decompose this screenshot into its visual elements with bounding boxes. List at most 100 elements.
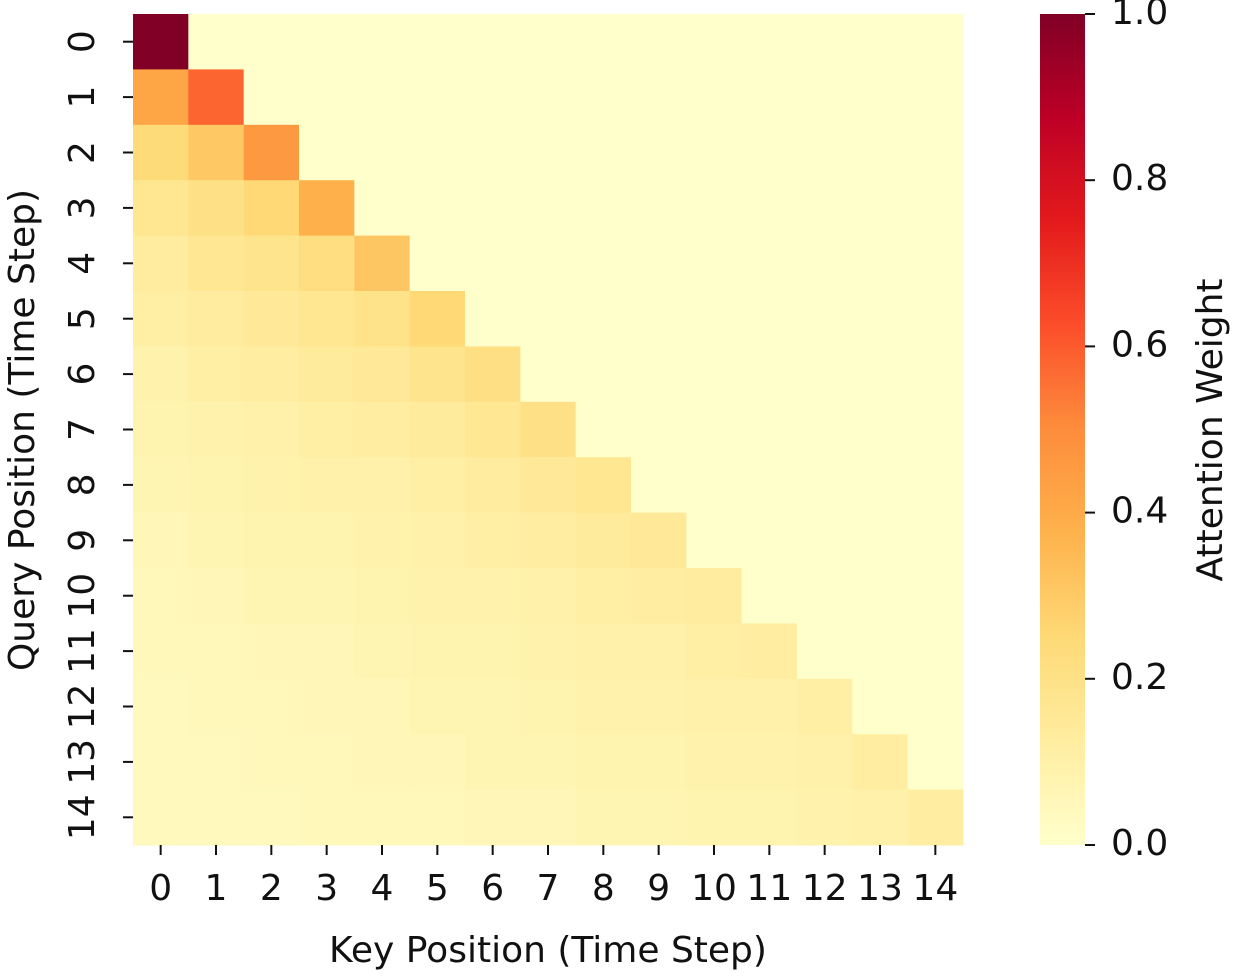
heatmap-cell — [133, 14, 189, 70]
heatmap-cell — [852, 69, 909, 126]
x-tick-label: 10 — [691, 868, 737, 909]
y-tick-label: 6 — [62, 363, 103, 386]
x-tick-label: 9 — [647, 868, 670, 909]
heatmap-cell — [907, 457, 964, 514]
heatmap-cell — [188, 69, 245, 126]
heatmap-cell — [188, 14, 245, 70]
heatmap-cell — [354, 623, 411, 680]
heatmap-cell — [354, 69, 411, 126]
heatmap-cell — [631, 69, 687, 126]
heatmap-cell — [852, 235, 909, 292]
y-tick-label: 1 — [62, 86, 103, 109]
heatmap-cell — [686, 346, 743, 403]
heatmap-cell — [133, 235, 189, 292]
heatmap-cell — [409, 678, 466, 735]
heatmap-cell — [243, 14, 300, 70]
heatmap-cell — [188, 623, 245, 680]
heatmap-cell — [631, 734, 687, 791]
heatmap-cell — [188, 678, 245, 735]
heatmap-cell — [354, 346, 411, 403]
heatmap-cell — [354, 180, 411, 237]
colorbar — [1040, 14, 1085, 845]
heatmap-cell — [133, 457, 189, 514]
heatmap-cell — [741, 512, 798, 569]
colorbar-label: Attention Weight — [1190, 278, 1231, 581]
heatmap-cell — [354, 401, 411, 458]
heatmap-cell — [299, 568, 355, 624]
heatmap-cell — [686, 789, 743, 846]
heatmap-cell — [243, 512, 300, 569]
heatmap-cell — [133, 291, 189, 347]
heatmap-cell — [354, 568, 411, 624]
heatmap-cell — [243, 346, 300, 403]
heatmap-cell — [465, 401, 521, 458]
y-tick-label: 14 — [62, 794, 103, 840]
colorbar-tick-label: 0.8 — [1111, 158, 1168, 199]
heatmap-cell — [852, 14, 909, 70]
heatmap-cell — [133, 346, 189, 403]
heatmap-cell — [409, 69, 466, 126]
heatmap-cell — [520, 512, 577, 569]
heatmap-cell — [741, 346, 798, 403]
heatmap-cell — [907, 291, 964, 347]
heatmap-cell — [907, 678, 964, 735]
colorbar-tick-label: 0.0 — [1111, 823, 1168, 864]
heatmap-cell — [907, 734, 964, 791]
heatmap-cell — [741, 401, 798, 458]
x-tick-label: 2 — [260, 868, 283, 909]
heatmap-cell — [797, 568, 853, 624]
heatmap-cell — [133, 124, 189, 181]
heatmap-cell — [852, 512, 909, 569]
heatmap-cell — [520, 346, 577, 403]
heatmap-cell — [188, 291, 245, 347]
heatmap-cell — [409, 14, 466, 70]
y-tick-label: 11 — [62, 628, 103, 674]
heatmap-cell — [686, 401, 743, 458]
heatmap-cell — [243, 568, 300, 624]
heatmap-cell — [188, 789, 245, 846]
y-tick-label: 3 — [62, 196, 103, 219]
heatmap-cell — [133, 568, 189, 624]
heatmap-cell — [133, 69, 189, 126]
heatmap-cell — [465, 789, 521, 846]
heatmap-cell — [797, 512, 853, 569]
heatmap-cell — [741, 235, 798, 292]
heatmap-cell — [465, 180, 521, 237]
heatmap-cell — [133, 180, 189, 237]
heatmap-cell — [354, 124, 411, 181]
heatmap-cell — [686, 623, 743, 680]
heatmap-cell — [188, 124, 245, 181]
heatmap-cell — [686, 235, 743, 292]
heatmap-cell — [354, 457, 411, 514]
heatmap-cell — [852, 678, 909, 735]
heatmap-cell — [631, 512, 687, 569]
heatmap-cell — [741, 568, 798, 624]
x-tick-label: 8 — [592, 868, 615, 909]
y-tick-label: 13 — [62, 739, 103, 785]
heatmap-cell — [797, 623, 853, 680]
heatmap-cell — [575, 14, 632, 70]
heatmap-cell — [409, 235, 466, 292]
heatmap-cell — [741, 734, 798, 791]
heatmap-cell — [520, 14, 577, 70]
heatmap-cell — [631, 235, 687, 292]
heatmap-cell — [243, 623, 300, 680]
heatmap-cell — [741, 678, 798, 735]
heatmap-cell — [907, 789, 964, 846]
heatmap-cell — [852, 401, 909, 458]
x-tick-label: 7 — [537, 868, 560, 909]
heatmap-cell — [133, 623, 189, 680]
heatmap-cell — [243, 124, 300, 181]
heatmap-cell — [575, 678, 632, 735]
heatmap-cell — [907, 124, 964, 181]
heatmap-cell — [631, 623, 687, 680]
x-tick-label: 4 — [371, 868, 394, 909]
heatmap-cell — [686, 568, 743, 624]
heatmap-cell — [741, 124, 798, 181]
heatmap-cell — [686, 678, 743, 735]
heatmap-cell — [907, 180, 964, 237]
heatmap-cell — [575, 401, 632, 458]
heatmap-cell — [575, 291, 632, 347]
heatmap-cell — [741, 291, 798, 347]
heatmap-cell — [575, 789, 632, 846]
